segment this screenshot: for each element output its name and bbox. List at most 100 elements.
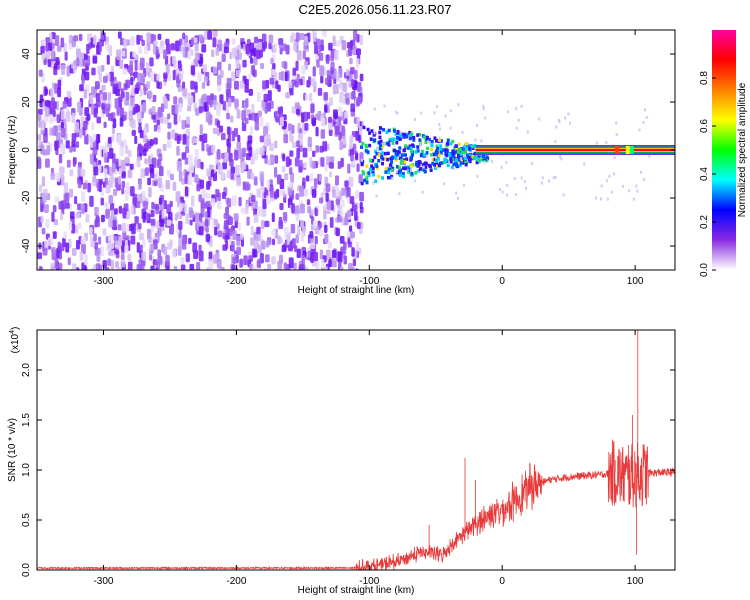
spectrogram-signal-cell [375,166,379,170]
spectrogram-signal-cell [401,171,405,176]
spectrogram-signal-cell [422,153,426,157]
spectrogram-sparse-cell [501,190,504,194]
spectrogram-noise-cell [214,219,218,226]
spectrogram-noise-cell [248,73,252,82]
spectrogram-noise-cell [303,161,308,169]
spectrogram-signal-cell [435,144,439,148]
spectrogram-noise-cell [142,101,146,112]
spectrogram-noise-cell [282,211,288,221]
spectrogram-signal-cell [439,147,443,151]
spectrogram-noise-cell [89,135,93,143]
spectrogram-noise-cell [117,224,122,231]
spectrogram-noise-cell [165,43,171,55]
spectrogram-noise-cell [221,53,226,63]
spectrogram-noise-cell [74,196,78,205]
spectrogram-noise-cell [221,152,225,160]
spectrogram-noise-cell [139,244,143,253]
spectrogram-noise-cell [179,63,183,72]
spectrogram-noise-cell [176,161,182,172]
snr-x-tick-label: 100 [627,576,644,587]
spectrogram-noise-cell [130,186,135,197]
spectrogram-noise-cell [147,177,151,186]
spectrogram-signal-cell [452,162,456,167]
spectrogram-noise-cell [156,170,160,179]
spectrogram-noise-cell [188,237,192,245]
spectrogram-noise-cell [332,258,338,268]
spectrogram-noise-cell [213,254,218,264]
spectrogram-noise-cell [328,162,334,169]
spectrogram-noise-cell [147,90,152,99]
spectrogram-noise-cell [219,125,224,133]
spectrogram-noise-cell [232,47,238,57]
spectrogram-noise-cell [305,267,309,270]
spectrogram-sparse-cell [422,165,425,169]
spectrogram-noise-cell [61,64,66,76]
spectrogram-signal-cell [384,170,388,174]
spectrogram-noise-cell [199,179,204,190]
spectrogram-noise-cell [65,111,71,122]
spectrogram-noise-cell [317,110,322,121]
spectrogram-noise-cell [187,154,193,166]
spectrogram-noise-cell [40,215,44,223]
spectrogram-noise-cell [69,145,73,153]
spectrogram-signal-cell [461,147,465,151]
spectrogram-noise-cell [60,200,66,210]
spectrogram-signal-cell [450,165,454,170]
spectrogram-noise-cell [250,155,255,165]
spectrogram-noise-cell [117,134,122,146]
spectrogram-sparse-cell [517,118,520,122]
colorbar-tick-label: 0.6 [699,119,710,133]
spectrogram-noise-cell [60,109,65,120]
spectrogram-noise-cell [70,211,75,219]
spectrogram-noise-cell [124,239,128,251]
spectrogram-sparse-cell [621,184,624,188]
spectrogram-noise-cell [310,103,315,114]
spectrogram-noise-cell [178,203,183,212]
spectrogram-noise-cell [63,182,69,194]
spectrogram-signal-cell [371,158,375,163]
spectrogram-signal-cell [398,146,402,150]
spectrogram-noise-cell [190,49,194,56]
spectrogram-noise-cell [237,134,241,142]
spectrogram-sparse-cell [389,141,392,145]
spectrogram-signal-cell [410,132,414,136]
spectrogram-noise-cell [278,188,284,196]
spectrogram-noise-cell [349,196,355,205]
spectrogram-noise-cell [359,202,363,210]
spectrogram-sparse-cell [420,111,423,115]
spectrogram-noise-cell [102,92,108,101]
spectrogram-noise-cell [311,188,317,198]
spectrogram-noise-cell [235,164,240,176]
spectrogram-noise-cell [111,174,115,183]
spectrogram-noise-cell [262,198,267,210]
spectrogram-noise-cell [116,266,121,270]
spectrogram-noise-cell [130,235,136,245]
spectrogram-signal-cell [394,151,398,156]
spectrogram-sparse-cell [615,133,618,137]
spectrogram-signal-cell [407,170,411,174]
spectrogram-noise-cell [123,83,128,91]
spectrogram-sparse-cell [506,193,509,197]
colorbar-label: Normalized spectral amplitude [737,82,748,217]
spectrogram-noise-cell [309,230,314,239]
spectrogram-noise-cell [271,212,275,223]
spectrogram-noise-cell [242,147,246,157]
spectrogram-noise-cell [125,182,130,194]
spectrogram-noise-cell [182,134,187,145]
spectrogram-noise-cell [347,235,351,245]
spectrogram-noise-cell [335,187,340,197]
spectrogram-noise-cell [294,102,300,109]
spectrogram-noise-cell [311,160,316,169]
spectrogram-noise-cell [83,53,88,60]
spectrogram-signal-cell [433,166,437,170]
spectrogram-noise-cell [273,191,278,199]
spectrogram-noise-cell [137,112,142,123]
spectrogram-signal-cell [451,149,455,153]
spectrogram-noise-cell [136,34,140,45]
spectrogram-noise-cell [77,101,82,113]
snr-y-exponent: (x104) [9,327,21,354]
spectrogram-noise-cell [191,195,195,207]
spectrogram-noise-cell [182,88,187,97]
spectrogram-noise-cell [329,97,333,107]
spectrogram-noise-cell [107,258,112,267]
